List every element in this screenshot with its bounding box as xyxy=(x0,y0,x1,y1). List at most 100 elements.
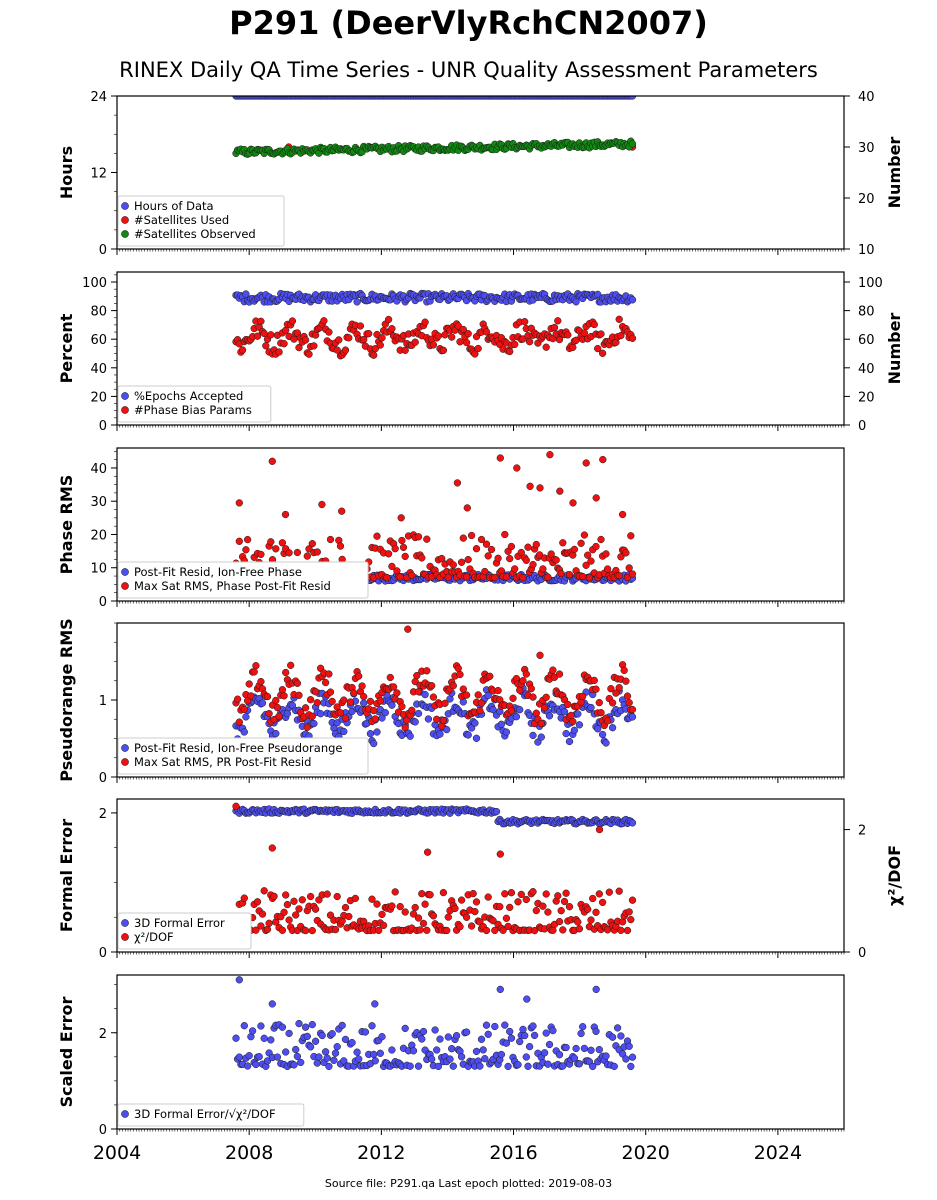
data-point xyxy=(594,344,602,353)
data-point xyxy=(273,703,282,712)
data-point xyxy=(472,898,481,906)
data-point xyxy=(582,561,590,569)
x-tick-label: 2008 xyxy=(225,1142,273,1164)
data-point xyxy=(242,713,250,721)
data-point xyxy=(321,678,330,687)
data-point xyxy=(355,672,363,680)
data-point xyxy=(529,1022,537,1030)
data-point xyxy=(313,1059,321,1067)
data-point xyxy=(449,561,457,569)
legend-label: 3D Formal Error xyxy=(134,916,225,930)
data-point xyxy=(519,574,527,582)
data-point xyxy=(273,1053,282,1061)
data-point xyxy=(504,1062,512,1071)
data-point xyxy=(545,712,554,720)
data-point xyxy=(544,908,552,916)
data-point xyxy=(378,1033,386,1041)
legend-label: #Satellites Used xyxy=(134,213,229,227)
data-point xyxy=(258,910,267,918)
data-point xyxy=(547,550,555,558)
data-points xyxy=(232,976,637,1071)
data-point xyxy=(608,1033,617,1041)
y-tick-label: 10 xyxy=(90,562,107,577)
data-point xyxy=(341,903,350,912)
data-point xyxy=(308,540,316,548)
data-point xyxy=(360,692,368,701)
data-point xyxy=(323,1054,331,1062)
data-point xyxy=(625,1042,633,1050)
data-point xyxy=(282,1048,290,1056)
data-point xyxy=(575,925,584,933)
data-point xyxy=(260,887,268,895)
data-point xyxy=(562,729,570,738)
y-tick-label: 1 xyxy=(99,694,107,709)
legend-label: Hours of Data xyxy=(134,199,214,213)
data-point xyxy=(477,699,486,707)
legend-label: 3D Formal Error/√χ²/DOF xyxy=(134,1107,276,1121)
data-point xyxy=(462,573,471,581)
data-point xyxy=(240,894,248,902)
data-point xyxy=(457,896,466,904)
data-point xyxy=(557,569,565,578)
legend-label: Max Sat RMS, PR Post-Fit Resid xyxy=(134,755,311,769)
data-point xyxy=(522,556,530,564)
data-point xyxy=(398,536,406,545)
data-point xyxy=(325,328,333,336)
data-point xyxy=(281,510,290,519)
data-point xyxy=(554,892,562,900)
data-point xyxy=(525,1042,534,1051)
y-right-tick-label: 10 xyxy=(858,243,875,258)
data-point xyxy=(316,710,325,718)
data-point xyxy=(532,709,540,717)
panel-3: 0 10 20 30 40 Phase RMS Post-Fit Resid, Ion-Fr… xyxy=(57,447,845,610)
data-point xyxy=(401,908,409,916)
legend-label: %Epochs Accepted xyxy=(134,389,243,403)
data-point xyxy=(574,710,582,718)
data-point xyxy=(582,459,590,467)
data-point xyxy=(506,347,514,356)
legend-label: #Satellites Observed xyxy=(134,227,256,241)
data-point xyxy=(293,329,302,337)
data-point xyxy=(321,1048,330,1056)
data-point xyxy=(446,1055,454,1063)
data-point xyxy=(539,902,547,910)
data-point xyxy=(341,1035,350,1044)
data-point xyxy=(623,926,632,935)
data-point xyxy=(340,727,348,736)
data-point xyxy=(489,706,497,714)
data-point xyxy=(384,315,393,324)
source-footer: Source file: P291.qa Last epoch plotted:… xyxy=(324,1177,613,1190)
data-point xyxy=(628,96,637,100)
data-point xyxy=(559,1062,567,1070)
data-point xyxy=(529,888,537,896)
chart-title: P291 (DeerVlyRchCN2007) xyxy=(229,4,708,42)
data-point xyxy=(617,1032,625,1040)
data-point xyxy=(615,684,623,692)
data-point xyxy=(579,692,587,701)
data-point xyxy=(290,1061,298,1069)
data-point xyxy=(469,889,477,898)
data-point xyxy=(617,926,625,934)
data-point xyxy=(529,731,537,740)
data-point xyxy=(542,343,550,351)
x-tick-label: 2020 xyxy=(622,1142,670,1164)
data-point xyxy=(396,902,404,911)
data-point xyxy=(494,554,502,562)
data-point xyxy=(418,554,426,562)
data-point xyxy=(587,703,595,712)
data-point xyxy=(381,709,389,717)
data-point xyxy=(620,666,628,675)
data-point xyxy=(477,1035,486,1043)
data-point xyxy=(595,890,603,898)
data-point xyxy=(512,713,521,721)
data-point xyxy=(575,1060,584,1068)
data-point xyxy=(388,1046,396,1054)
data-point xyxy=(462,913,471,921)
data-point xyxy=(338,507,346,515)
data-point xyxy=(411,718,419,726)
data-point xyxy=(443,926,451,935)
data-point xyxy=(610,1062,618,1071)
data-point xyxy=(368,1022,376,1030)
data-point xyxy=(328,697,336,706)
data-point xyxy=(341,346,350,354)
